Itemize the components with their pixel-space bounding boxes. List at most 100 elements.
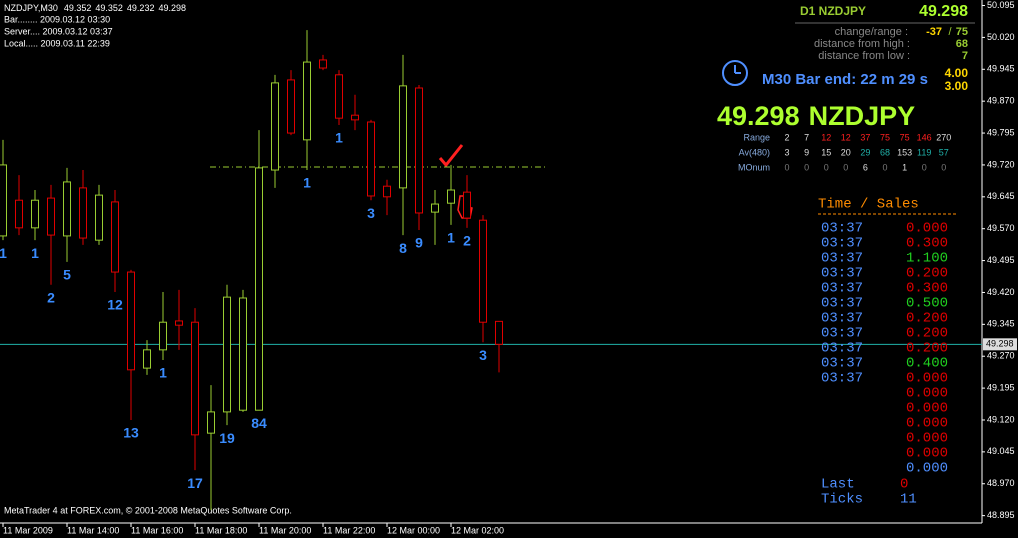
candle-body (63, 181, 71, 237)
sale-price: 0.000 (906, 401, 948, 417)
sale-time: 03:37 (821, 221, 863, 237)
candle-body (287, 79, 295, 134)
y-tick-label: 49.420 (987, 287, 1015, 297)
candle-body (143, 349, 151, 369)
sale-time: 03:37 (821, 266, 863, 282)
stats-value: 0 (784, 162, 789, 172)
symbol: NZDJPY (809, 101, 916, 131)
candle-body (223, 296, 231, 413)
sale-price: 0.500 (906, 296, 948, 312)
candle-body (367, 121, 375, 197)
clock-icon (722, 60, 748, 86)
y-tick-label: 49.045 (987, 446, 1015, 456)
candle-body (415, 87, 423, 214)
ticks-label: Ticks (821, 492, 863, 508)
candle-body (431, 203, 439, 213)
stats-value: 68 (880, 147, 890, 157)
count-label: 1 (31, 245, 39, 261)
ohlc-header: NZDJPY,M30 49.352 49.352 49.232 49.298 (4, 3, 186, 13)
candle-body (191, 321, 199, 436)
stats-value: 0 (804, 162, 809, 172)
sale-time: 03:37 (821, 311, 863, 327)
candle-body (111, 201, 119, 273)
change: -37 (926, 26, 942, 38)
x-tick-label: 11 Mar 14:00 (67, 525, 119, 535)
y-tick-label: 49.870 (987, 96, 1015, 106)
stats-value: 270 (936, 132, 951, 142)
x-tick-label: 12 Mar 02:00 (451, 525, 504, 535)
stats-value: 153 (897, 147, 912, 157)
candle-body (399, 85, 407, 189)
y-tick-label: 49.495 (987, 255, 1015, 265)
stats-value: 3 (784, 147, 789, 157)
count-label: 1 (159, 365, 167, 381)
count-label: 84 (251, 415, 267, 431)
candle-body (495, 320, 503, 345)
sale-time: 03:37 (821, 326, 863, 342)
check-mark (438, 144, 464, 168)
candle-body (47, 197, 55, 236)
candle-body (383, 185, 391, 198)
sale-price: 0.000 (906, 221, 948, 237)
sale-time: 03:37 (821, 251, 863, 267)
candle-body (255, 167, 263, 411)
stats-value: 0 (922, 162, 927, 172)
count-label: 9 (415, 235, 423, 251)
stats-value: 2 (784, 132, 789, 142)
candle-body (207, 411, 215, 434)
y-tick-label: 49.570 (987, 223, 1015, 233)
sale-price: 0.300 (906, 236, 948, 252)
count-label: 2 (463, 233, 471, 249)
count-label: 5 (63, 267, 71, 283)
count-label: 2 (47, 290, 55, 306)
distance-low: 7 (962, 50, 968, 62)
candle-body (271, 82, 279, 171)
stats-value: 75 (880, 132, 890, 142)
x-tick-label: 11 Mar 16:00 (131, 525, 183, 535)
count-label: 1 (447, 230, 455, 246)
y-tick-label: 49.345 (987, 319, 1015, 329)
y-tick-label: 49.795 (987, 127, 1015, 137)
stats-value: 6 (863, 162, 868, 172)
stats-value: 12 (821, 132, 831, 142)
stats-value: 1 (902, 162, 907, 172)
stats-value: 29 (860, 147, 870, 157)
last-value: 0 (900, 477, 908, 493)
stats-value: 20 (841, 147, 851, 157)
candle-body (175, 320, 183, 326)
ticks-value: 11 (900, 492, 917, 508)
big-price: 49.298 NZDJPY (717, 101, 915, 131)
candle-body (335, 74, 343, 119)
y-tick-label: 49.120 (987, 414, 1015, 424)
stats-label: MOnum (738, 162, 770, 172)
candle-body (351, 114, 359, 121)
close: 49.298 (158, 3, 186, 13)
stats-value: 0 (882, 162, 887, 172)
count-label: 1 (0, 245, 7, 261)
count-label: 17 (187, 475, 203, 491)
count-label: 1 (335, 130, 343, 146)
count-label: 13 (123, 425, 139, 441)
distance-low-label: distance from low : (818, 50, 910, 62)
stats-value: 0 (824, 162, 829, 172)
last-label: Last (821, 477, 855, 493)
y-tick-label: 48.895 (987, 510, 1015, 520)
sale-price: 0.200 (906, 326, 948, 342)
sale-price: 0.000 (906, 416, 948, 432)
bar-time: Bar........ 2009.03.12 03:30 (4, 14, 110, 24)
candle-body (31, 199, 39, 229)
stats-value: 9 (804, 147, 809, 157)
count-label: 8 (399, 240, 407, 256)
sale-time: 03:37 (821, 371, 863, 387)
footer: MetaTrader 4 at FOREX.com, © 2001-2008 M… (4, 505, 292, 515)
distance-high: 68 (956, 38, 968, 50)
sale-price: 0.400 (906, 356, 948, 372)
sale-price: 0.200 (906, 341, 948, 357)
candle-body (319, 59, 327, 69)
stats-value: 37 (860, 132, 870, 142)
stats-label: Range (743, 132, 770, 142)
candle-body (0, 164, 7, 237)
candle-body (95, 194, 103, 241)
candle-body (303, 61, 311, 141)
